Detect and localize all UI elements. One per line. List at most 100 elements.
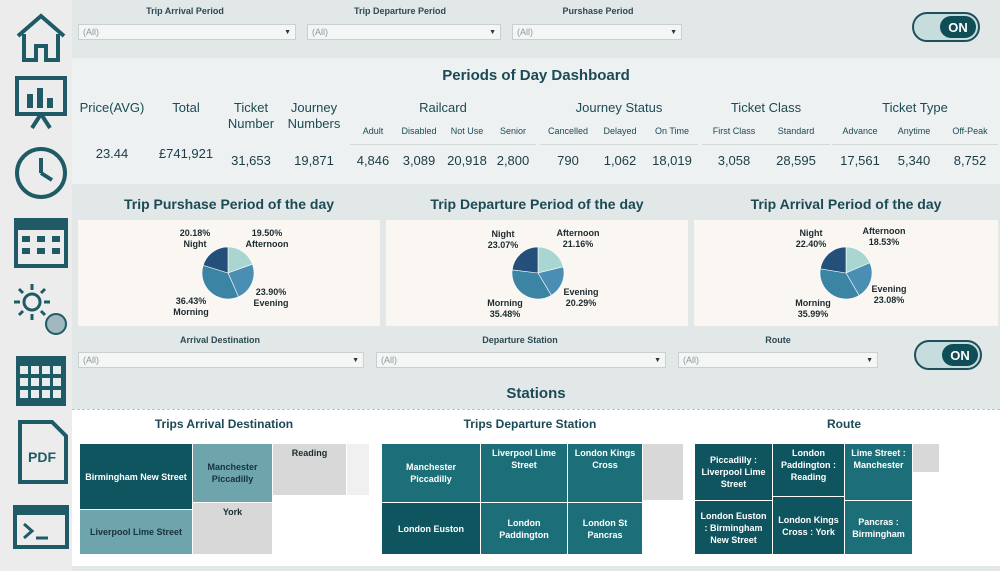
- kpi-ticket-value: 31,653: [231, 153, 271, 168]
- pie-title-arrival: Trip Arrival Period of the day: [750, 196, 942, 212]
- slice-name: Evening: [563, 287, 599, 297]
- type-anytime-label: Anytime: [897, 126, 931, 136]
- ticket-class-box: [702, 144, 830, 182]
- calendar-icon[interactable]: [12, 212, 70, 270]
- filter-label-departure-period: Trip Departure Period: [353, 6, 447, 16]
- pdf-label: PDF: [28, 449, 56, 465]
- treemap-cell[interactable]: London St Pancras: [568, 503, 642, 554]
- filter-arrival-period[interactable]: (All) ▼: [78, 24, 296, 40]
- pie-slice-evening[interactable]: [845, 262, 873, 296]
- journey-status-box: [540, 144, 698, 182]
- treemap-cell[interactable]: London Paddington : Reading: [773, 444, 844, 496]
- pie-slice-morning[interactable]: [819, 268, 860, 300]
- pie-slice-afternoon[interactable]: [537, 246, 564, 274]
- treemap-cell[interactable]: Piccadilly : Liverpool Lime Street: [695, 444, 772, 500]
- treemap-cell[interactable]: York: [193, 503, 272, 554]
- pie-label-night: Night 22.40%: [786, 228, 836, 250]
- filter-value: (All): [83, 27, 99, 37]
- pie-label-evening: 23.90% Evening: [246, 287, 296, 309]
- kpi-total-value: £741,921: [158, 146, 214, 161]
- filter-departure-period[interactable]: (All) ▼: [307, 24, 501, 40]
- chart-board-icon[interactable]: [12, 74, 70, 132]
- status-cancelled-value: 790: [557, 153, 579, 168]
- filter-value: (All): [83, 355, 99, 365]
- treemap-cell-small[interactable]: [643, 444, 683, 500]
- type-advance-label: Advance: [842, 126, 878, 136]
- filter-route[interactable]: (All) ▼: [678, 352, 878, 368]
- grid-calendar-icon[interactable]: [12, 352, 70, 410]
- chevron-down-icon: ▼: [654, 356, 661, 364]
- treemap-title-arrival: Trips Arrival Destination: [154, 417, 294, 431]
- type-offpeak-label: Off-Peak: [952, 126, 988, 136]
- pie-label-night: 20.18% Night: [170, 228, 220, 250]
- treemap-cell[interactable]: Manchester Piccadilly: [193, 444, 272, 502]
- pie-title-purchase: Trip Purshase Period of the day: [123, 196, 335, 212]
- railcard-box: [350, 144, 536, 182]
- treemap-cell[interactable]: London Euston: [382, 503, 480, 554]
- slice-name: Afternoon: [862, 226, 906, 236]
- treemap-cell-small[interactable]: [347, 444, 369, 495]
- treemap-cell[interactable]: Manchester Piccadilly: [382, 444, 480, 502]
- pie-label-afternoon: 19.50% Afternoon: [240, 228, 294, 250]
- slice-value: 20.29%: [565, 298, 597, 308]
- treemap-cell-small[interactable]: [913, 444, 939, 472]
- pie-title-departure: Trip Departure Period of the day: [430, 196, 644, 212]
- home-icon[interactable]: [12, 8, 70, 66]
- toggle-top[interactable]: ON: [912, 12, 980, 42]
- kpi-ticket-label: Ticket Number: [227, 100, 275, 131]
- treemap-cell[interactable]: London Kings Cross : York: [773, 497, 844, 554]
- pie-slice-night[interactable]: [202, 246, 229, 274]
- pie-slice-night[interactable]: [511, 246, 539, 274]
- slice-name: Afternoon: [245, 239, 289, 249]
- treemap-cell[interactable]: Liverpool Lime Street: [80, 510, 192, 554]
- toggle-bottom[interactable]: ON: [914, 340, 982, 370]
- pie-label-evening: Evening 23.08%: [864, 284, 914, 306]
- filter-arrival-destination[interactable]: (All) ▼: [78, 352, 364, 368]
- toggle-knob: ON: [942, 344, 978, 366]
- pie-slice-night[interactable]: [820, 246, 847, 274]
- pie-label-afternoon: Afternoon 21.16%: [550, 228, 606, 250]
- railcard-senior-label: Senior: [499, 126, 526, 136]
- dashboard-title: Periods of Day Dashboard: [442, 67, 630, 84]
- treemap-cell[interactable]: London Kings Cross: [568, 444, 642, 502]
- filter-label-route: Route: [765, 335, 791, 345]
- pie-slice-morning[interactable]: [511, 269, 552, 300]
- slice-name: Morning: [173, 307, 209, 317]
- sun-moon-icon[interactable]: [12, 282, 70, 340]
- ticket-type-box: [832, 144, 998, 182]
- treemap-cell[interactable]: Lime Street : Manchester: [845, 444, 912, 500]
- railcard-senior-value: 2,800: [496, 153, 530, 168]
- chevron-down-icon: ▼: [352, 356, 359, 364]
- treemap-cell[interactable]: Birmingham New Street: [80, 444, 192, 509]
- pdf-icon[interactable]: PDF: [12, 420, 70, 484]
- pie-chart-departure: [511, 246, 565, 300]
- pie-label-evening: Evening 20.29%: [556, 287, 606, 309]
- treemap-cell[interactable]: Reading: [273, 444, 346, 495]
- railcard-notuse-value: 20,918: [447, 153, 487, 168]
- railcard-disabled-label: Disabled: [401, 126, 437, 136]
- slice-name: Afternoon: [556, 228, 600, 238]
- terminal-icon[interactable]: [12, 504, 70, 562]
- slice-value: 22.40%: [795, 239, 827, 249]
- railcard-disabled-value: 3,089: [402, 153, 436, 168]
- treemap-cell[interactable]: London Paddington: [481, 503, 567, 554]
- treemap-cell[interactable]: Liverpool Lime Street: [481, 444, 567, 502]
- slice-value: 20.18%: [179, 228, 211, 238]
- pie-slice-morning[interactable]: [201, 264, 239, 300]
- class-first-value: 3,058: [717, 153, 751, 168]
- toggle-knob: ON: [940, 16, 976, 38]
- kpi-price-label: Price(AVG): [79, 100, 145, 115]
- treemap-cell[interactable]: Pancras : Birmingham: [845, 501, 912, 554]
- slice-name: Night: [183, 239, 207, 249]
- railcard-adult-value: 4,846: [356, 153, 390, 168]
- chevron-down-icon: ▼: [284, 28, 291, 36]
- filter-purchase-period[interactable]: (All) ▼: [512, 24, 682, 40]
- clock-icon[interactable]: [12, 144, 70, 202]
- pie-slice-evening[interactable]: [227, 263, 255, 298]
- treemap-cell[interactable]: London Euston : Birmingham New Street: [695, 501, 772, 554]
- filter-departure-station[interactable]: (All) ▼: [376, 352, 666, 368]
- slice-value: 35.99%: [797, 309, 829, 319]
- slice-name: Morning: [795, 298, 831, 308]
- pie-label-afternoon: Afternoon 18.53%: [856, 226, 912, 248]
- filter-value: (All): [683, 355, 699, 365]
